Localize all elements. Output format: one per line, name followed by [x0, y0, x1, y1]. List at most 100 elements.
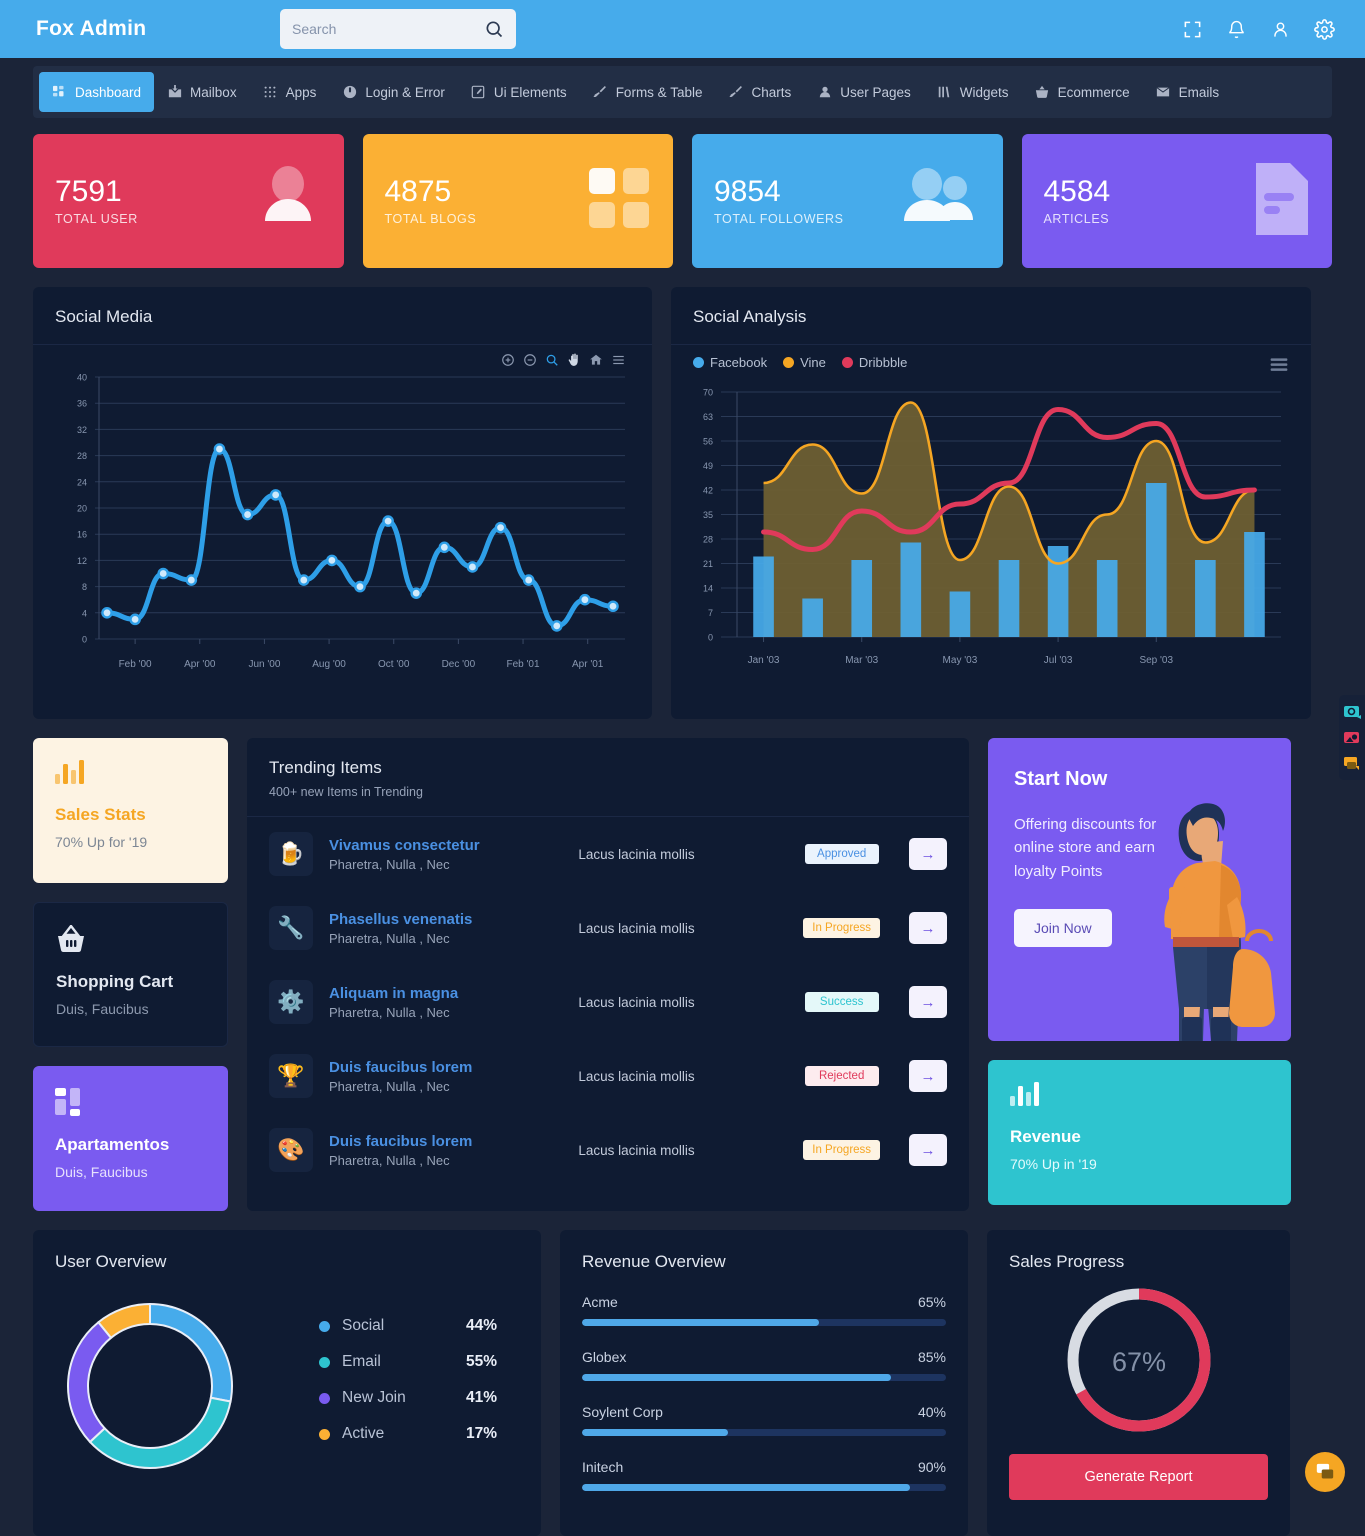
status-badge: Approved	[804, 844, 879, 864]
overview-value: 55%	[466, 1353, 498, 1370]
pan-icon[interactable]	[567, 353, 581, 372]
progress-fill	[582, 1429, 728, 1436]
chat-icon[interactable]	[1343, 756, 1361, 771]
trending-item-desc: Lacus lacinia mollis	[578, 1068, 695, 1084]
side-tile-shopping-cart[interactable]: Shopping Cart Duis, Faucibus	[33, 902, 228, 1047]
stat-card-total-followers[interactable]: 9854 TOTAL FOLLOWERS	[692, 134, 1003, 268]
menu-icon[interactable]	[611, 353, 626, 372]
trending-row[interactable]: 🍺 Vivamus consectetur Pharetra, Nulla , Ne…	[247, 817, 969, 891]
middle-row: Sales Stats 70% Up for '19 Shopping Cart Du…	[33, 738, 1332, 1211]
status-badge: Success	[804, 992, 879, 1012]
legend-label: Vine	[800, 355, 826, 370]
pencil-icon	[471, 85, 486, 100]
svg-text:28: 28	[703, 535, 713, 545]
nav-item-forms-table[interactable]: Forms & Table	[580, 72, 716, 112]
mail-icon	[167, 85, 182, 100]
nav-item-ecommerce[interactable]: Ecommerce	[1022, 72, 1143, 112]
progress-fill	[582, 1484, 910, 1491]
nav-item-emails[interactable]: Emails	[1143, 72, 1233, 112]
trending-subtitle: 400+ new Items in Trending	[269, 785, 423, 799]
row-arrow-button[interactable]: →	[909, 1134, 947, 1166]
chart-toolbar	[501, 353, 626, 372]
row-arrow-button[interactable]: →	[909, 838, 947, 870]
nav-item-apps[interactable]: Apps	[250, 72, 330, 112]
row-arrow-button[interactable]: →	[909, 1060, 947, 1092]
legend-item-facebook[interactable]: Facebook	[693, 355, 767, 370]
brush-icon	[593, 85, 608, 100]
side-tile-apartamentos[interactable]: Apartamentos Duis, Faucibus	[33, 1066, 228, 1211]
row-arrow-button[interactable]: →	[909, 912, 947, 944]
trending-item-name[interactable]: Vivamus consectetur	[329, 836, 480, 854]
user-overview-donut	[67, 1302, 233, 1469]
trending-item-meta: Pharetra, Nulla , Nec	[329, 1004, 450, 1020]
social-analysis-legend: Facebook Vine Dribbble	[671, 345, 1311, 370]
row-arrow-button[interactable]: →	[909, 986, 947, 1018]
gear-icon[interactable]	[1305, 10, 1343, 48]
stat-card-articles[interactable]: 4584 ARTICLES	[1021, 134, 1332, 268]
svg-text:Jan '03: Jan '03	[748, 655, 780, 666]
svg-text:Apr '00: Apr '00	[184, 659, 216, 670]
camera-icon[interactable]	[1343, 704, 1361, 719]
arrow-right-icon: →	[920, 845, 936, 863]
join-now-button[interactable]: Join Now	[1014, 908, 1112, 947]
trending-row[interactable]: 🎨 Duis faucibus lorem Pharetra, Nulla , Ne…	[247, 1113, 969, 1187]
trending-item-name[interactable]: Aliquam in magna	[329, 984, 459, 1002]
gauge-arc	[1067, 1288, 1210, 1432]
search-box[interactable]	[280, 9, 516, 49]
status-badge: In Progress	[803, 1140, 881, 1160]
nav-item-label: Dashboard	[75, 84, 142, 100]
user-icon[interactable]	[1261, 10, 1299, 48]
nav-item-login-error[interactable]: Login & Error	[329, 72, 458, 112]
nav-item-ui-elements[interactable]: Ui Elements	[458, 72, 580, 112]
nav-item-user-pages[interactable]: User Pages	[804, 72, 924, 112]
home-icon[interactable]	[589, 353, 603, 372]
sales-progress-gauge: 67%	[1067, 1288, 1210, 1432]
legend-item-dribbble[interactable]: Dribbble	[841, 355, 908, 370]
stat-card-total-blogs[interactable]: 4875 TOTAL BLOGS	[362, 134, 673, 268]
right-rail	[1339, 695, 1365, 780]
promo-card: Start Now Offering discounts for online …	[988, 738, 1291, 1041]
svg-text:36: 36	[77, 399, 87, 409]
bell-icon[interactable]	[1217, 10, 1255, 48]
stat-value: 4584	[1043, 175, 1111, 209]
legend-dot	[841, 357, 853, 368]
generate-report-button[interactable]: Generate Report	[1009, 1454, 1268, 1500]
bar-chart-icon	[55, 760, 85, 790]
trending-item-name[interactable]: Duis faucibus lorem	[329, 1058, 473, 1076]
trending-row[interactable]: 🔧 Phasellus venenatis Pharetra, Nulla , Ne…	[247, 891, 969, 965]
search-icon[interactable]	[484, 19, 504, 39]
trending-row[interactable]: ⚙️ Aliquam in magna Pharetra, Nulla , Nec L…	[247, 965, 969, 1039]
selection-zoom-icon[interactable]	[545, 353, 559, 372]
overview-value: 17%	[466, 1425, 498, 1442]
nav-item-mailbox[interactable]: Mailbox	[154, 72, 250, 112]
revenue-tile[interactable]: Revenue 70% Up in '19	[988, 1060, 1291, 1205]
image-icon[interactable]	[1343, 730, 1361, 745]
trending-item-name[interactable]: Duis faucibus lorem	[329, 1132, 473, 1150]
side-tile-sub: 70% Up for '19	[55, 834, 148, 850]
revenue-tile-sub: 70% Up in '19	[1010, 1156, 1097, 1172]
legend-label: Dribbble	[858, 355, 908, 370]
promo-column: Start Now Offering discounts for online …	[988, 738, 1291, 1211]
trending-row[interactable]: 🏆 Duis faucibus lorem Pharetra, Nulla , Ne…	[247, 1039, 969, 1113]
nav-item-widgets[interactable]: Widgets	[924, 72, 1022, 112]
side-tile-title: Sales Stats	[55, 805, 146, 824]
svg-text:63: 63	[703, 412, 713, 422]
fullscreen-icon[interactable]	[1173, 10, 1211, 48]
zoom-out-icon[interactable]	[523, 353, 537, 372]
zoom-in-icon[interactable]	[501, 353, 515, 372]
nav-item-dashboard[interactable]: Dashboard	[39, 72, 155, 112]
trending-item-name[interactable]: Phasellus venenatis	[329, 910, 473, 928]
progress-track	[582, 1319, 946, 1326]
revenue-progress-item: Initech 90%	[582, 1459, 946, 1491]
stat-label: TOTAL BLOGS	[384, 211, 477, 226]
hamburger-menu-icon[interactable]	[1269, 357, 1289, 378]
chat-fab[interactable]	[1305, 1452, 1345, 1492]
legend-dot	[693, 357, 704, 368]
legend-item-vine[interactable]: Vine	[783, 355, 826, 370]
side-tile-sales-stats[interactable]: Sales Stats 70% Up for '19	[33, 738, 228, 883]
stat-card-total-user[interactable]: 7591 TOTAL USER	[33, 134, 344, 268]
svg-text:56: 56	[703, 437, 713, 447]
search-input[interactable]	[292, 21, 478, 37]
nav-item-charts[interactable]: Charts	[715, 72, 804, 112]
overview-legend-item: Email 55%	[319, 1353, 497, 1371]
